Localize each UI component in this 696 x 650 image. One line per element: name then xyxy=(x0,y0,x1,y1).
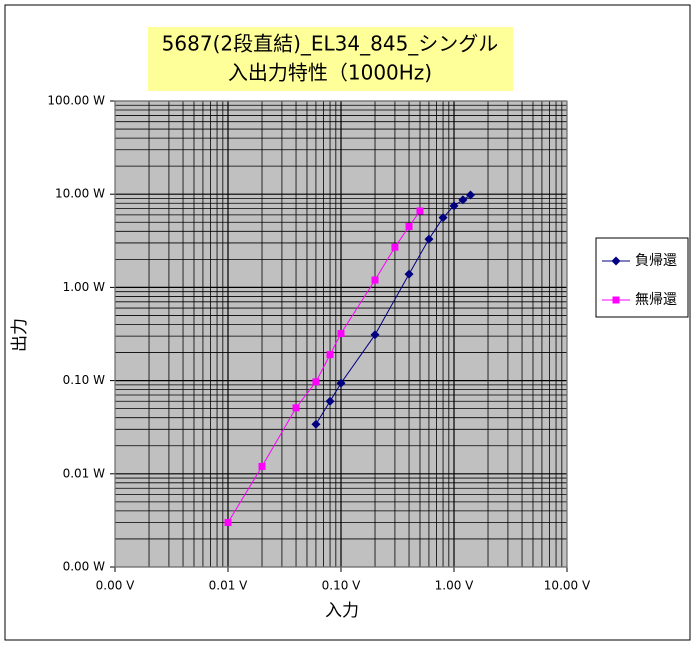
y-tick-label: 1.00 W xyxy=(63,280,106,294)
marker xyxy=(449,201,459,211)
x-axis-label: 入力 xyxy=(325,601,359,621)
y-tick-label: 10.00 W xyxy=(55,187,105,201)
marker xyxy=(404,269,414,279)
marker xyxy=(337,330,345,338)
legend-label: 無帰還 xyxy=(635,291,677,308)
y-tick-label: 0.10 W xyxy=(63,373,106,387)
title-box xyxy=(148,27,513,91)
marker xyxy=(466,190,476,200)
chart-title: 5687(2段直結)_EL34_845_シングル xyxy=(162,32,499,56)
marker xyxy=(311,419,321,429)
plot-border xyxy=(114,100,568,568)
x-tick-label: 0.10 V xyxy=(322,579,362,593)
marker xyxy=(325,396,335,406)
x-tick-label: 10.00 V xyxy=(544,579,591,593)
x-tick-label: 0.00 V xyxy=(96,579,136,593)
marker xyxy=(326,351,334,359)
marker xyxy=(612,296,620,304)
marker xyxy=(391,243,399,251)
marker xyxy=(424,234,434,244)
y-tick-label: 100.00 W xyxy=(47,94,105,108)
y-tick-label: 0.00 W xyxy=(63,560,106,574)
y-tick-label: 0.01 W xyxy=(63,466,106,480)
marker xyxy=(416,207,424,215)
marker xyxy=(258,462,266,470)
data-line xyxy=(315,194,471,425)
marker xyxy=(438,213,448,223)
marker xyxy=(224,519,232,527)
legend-box xyxy=(595,237,689,318)
marker xyxy=(458,195,468,205)
data-line xyxy=(227,210,421,523)
marker xyxy=(370,330,380,340)
y-axis-label: 出力 xyxy=(10,318,30,352)
chart-title: 入出力特性（1000Hz) xyxy=(228,61,432,85)
marker xyxy=(611,256,621,266)
x-tick-label: 0.01 V xyxy=(209,579,249,593)
legend-label: 負帰還 xyxy=(635,252,677,269)
marker xyxy=(371,276,379,284)
marker xyxy=(312,378,320,386)
marker xyxy=(292,404,300,412)
marker xyxy=(336,378,346,388)
marker xyxy=(405,223,413,231)
x-tick-label: 1.00 V xyxy=(435,579,475,593)
